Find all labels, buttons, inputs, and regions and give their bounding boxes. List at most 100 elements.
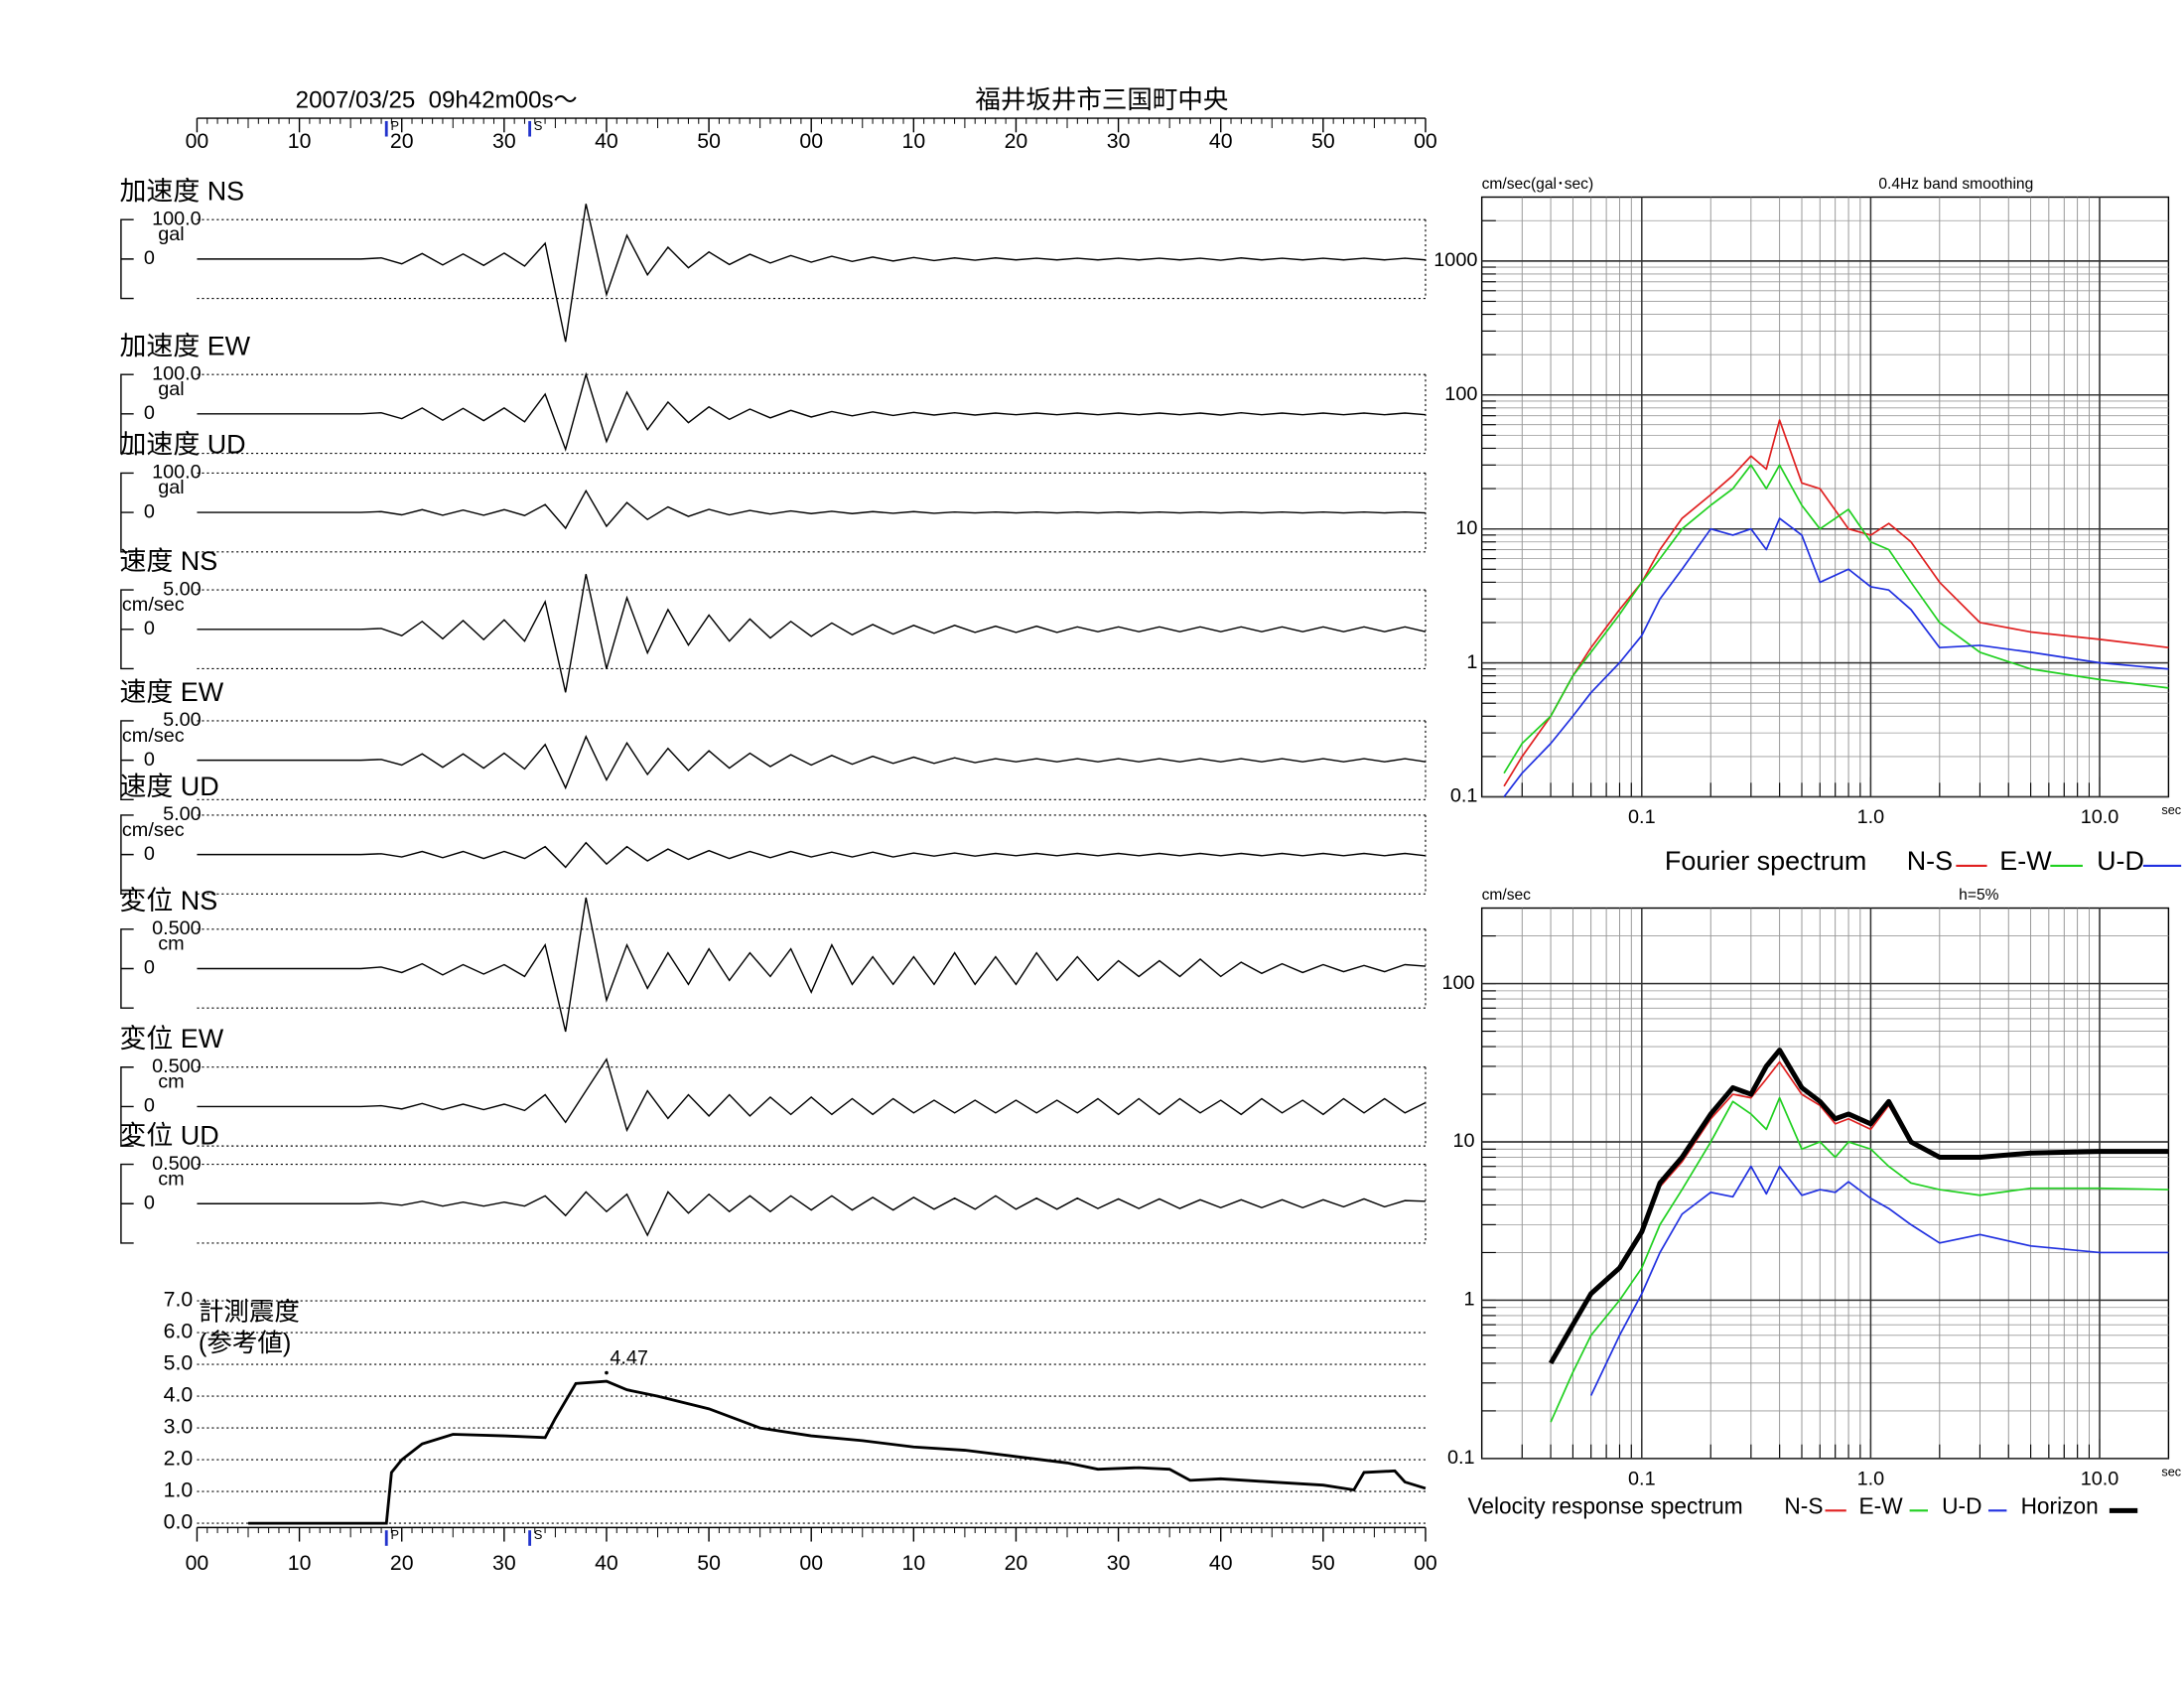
scale-bracket [120,373,134,455]
note: 0.4Hz band smoothing [1878,176,2033,193]
x-tick-label: 10 [288,1551,312,1575]
peak-label: 4.47 [610,1347,648,1369]
legend-label: N-S [1784,1492,1823,1518]
y-tick-label: 4.0 [164,1383,194,1407]
trace-name: 加速度 NS [119,176,244,206]
trace-name: 速度 NS [119,546,217,576]
unit-label: cm [158,933,184,955]
x-tick-label: 1.0 [1857,806,1885,828]
x-tick-label: 00 [186,1551,209,1575]
spectrum-line [1550,1096,2169,1423]
y-tick-label: 0 [144,402,155,424]
x-tick-label: 00 [1414,1551,1437,1575]
scale-bracket [120,720,134,801]
legend-label: E-W [1999,846,2052,876]
y-tick-label: 6.0 [164,1320,194,1343]
y-tick-label: 100.0 [152,208,202,229]
y-tick-label: 0.1 [1447,1447,1475,1469]
y-tick-label: 0.0 [164,1510,194,1534]
spectrum-line [1503,517,2169,798]
x-tick-label: 20 [1005,129,1028,153]
x-tick-label: 1.0 [1857,1468,1885,1489]
trace-name: 加速度 UD [119,430,245,460]
x-tick-label: 10.0 [2081,806,2119,828]
unit-label: gal [158,223,184,245]
unit-label: cm/sec [122,725,185,747]
x-tick-label: 50 [1311,1551,1335,1575]
unit-label: gal [158,378,184,400]
y-tick-label: 1.0 [164,1478,194,1502]
y-tick-label: 3.0 [164,1415,194,1439]
intensity-line [248,1379,1427,1525]
scale-bracket [120,472,134,553]
legend-label: N-S [1907,846,1953,876]
y-tick-label: 0 [144,957,155,979]
y-tick-label: 1 [1464,1289,1475,1311]
y-tick-label: 0 [144,247,155,269]
scale-bracket [120,1163,134,1244]
y-tick-label: 100.0 [152,362,202,384]
x-tick-label: 30 [1107,129,1131,153]
waveform [197,841,1427,869]
x-tick-label: 30 [492,1551,516,1575]
x-tick-label: 10 [902,129,926,153]
scale-bracket [120,1066,134,1147]
unit-label: cm/sec [122,594,185,616]
x-tick-label: 20 [390,1551,414,1575]
y-tick-label: 5.00 [163,803,202,825]
legend-label: U-D [1942,1492,1981,1518]
y-tick-label: 0 [144,1192,155,1213]
y-tick-label: 2.0 [164,1447,194,1471]
y-axis-label: cm/sec(gal･sec) [1482,176,1594,193]
spectrum-line [1548,1048,2169,1365]
y-tick-label: 0 [144,618,155,639]
x-tick-label: 00 [799,1551,823,1575]
y-tick-label: 0.1 [1450,785,1478,807]
y-tick-label: 0.500 [152,1153,202,1175]
waveform [197,204,1427,343]
trace-name: 変位 EW [119,1024,223,1054]
x-tick-label: 50 [697,129,721,153]
x-tick-label: 20 [1005,1551,1028,1575]
y-tick-label: 5.0 [164,1351,194,1375]
spectrum-line [1589,1165,2169,1396]
unit-label: cm [158,1168,184,1190]
waveform [197,574,1427,693]
waveform [197,897,1427,1033]
phase-label: P [390,1527,399,1542]
x-tick-label: 40 [1209,129,1233,153]
trace-name: 加速度 EW [119,331,250,360]
peak-dot [605,1370,609,1375]
x-axis-label: sec [2161,802,2181,817]
unit-label: cm/sec [122,819,185,841]
scale-bracket [120,589,134,670]
y-tick-label: 100 [1441,972,1474,994]
y-tick-label: 100.0 [152,462,202,484]
unit-label: cm [158,1071,184,1093]
trace-name: 変位 UD [119,1121,218,1151]
y-tick-label: 0.500 [152,917,202,939]
x-tick-label: 10 [902,1551,926,1575]
y-axis-label: 計測震度 [199,1299,300,1327]
waveform [197,1057,1427,1133]
y-tick-label: 100 [1444,383,1477,405]
y-tick-label: 5.00 [163,578,202,600]
trace-name: 変位 NS [119,886,217,915]
scale-bracket [120,814,134,896]
x-tick-label: 40 [1209,1551,1233,1575]
scale-bracket [120,928,134,1009]
spectrum-line [1503,464,2169,774]
y-tick-label: 7.0 [164,1288,194,1312]
y-tick-label: 0 [144,1095,155,1117]
legend-label: E-W [1859,1492,1904,1518]
y-tick-label: 0.500 [152,1055,202,1077]
legend-title: Fourier spectrum [1665,846,1866,876]
phase-label: S [534,118,543,133]
x-tick-label: 10.0 [2081,1468,2119,1489]
waveform [197,489,1426,530]
trace-name: 速度 UD [119,772,218,801]
y-tick-label: 0 [144,749,155,771]
spectrum-line [1550,1060,2169,1364]
unit-label: gal [158,477,184,498]
